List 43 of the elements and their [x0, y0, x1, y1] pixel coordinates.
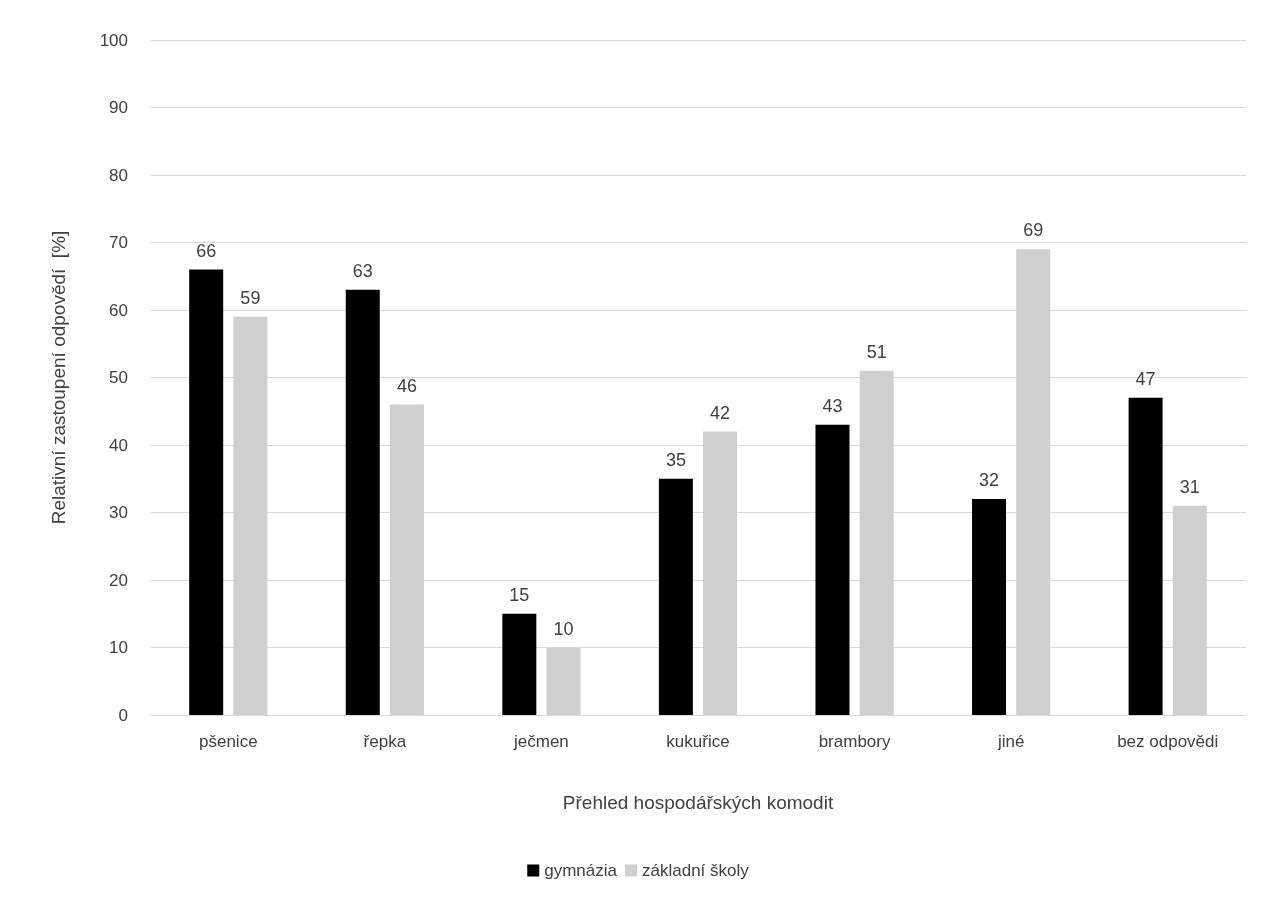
y-axis-title: Relativní zastoupení odpovědí [%]	[48, 230, 69, 525]
bar	[189, 269, 224, 715]
y-tick-label: 40	[109, 435, 128, 455]
data-label: 32	[979, 470, 1000, 490]
y-tick-label: 60	[109, 300, 128, 320]
y-tick-label: 70	[109, 233, 128, 252]
data-label: 69	[1023, 220, 1044, 241]
data-label: 47	[1135, 368, 1156, 389]
x-tick-label: řepka	[363, 732, 407, 751]
data-label: 66	[196, 240, 217, 261]
data-label: 46	[396, 375, 417, 396]
data-label: 15	[509, 584, 530, 605]
x-tick-label: kukuřice	[666, 732, 730, 751]
x-tick-label: brambory	[818, 732, 891, 751]
data-label: 51	[866, 341, 887, 362]
x-tick-label: ječmen	[513, 732, 569, 751]
x-tick-label: pšenice	[198, 732, 258, 751]
bar	[815, 424, 850, 715]
y-tick-label: 50	[109, 368, 128, 387]
legend-label: základní školy	[641, 861, 750, 880]
bar	[1128, 397, 1163, 715]
data-label: 31	[1179, 476, 1200, 497]
data-label: 35	[665, 449, 686, 470]
data-label: 59	[240, 287, 261, 308]
x-tick-label: bez odpovědi	[1117, 732, 1219, 751]
data-label: 42	[710, 402, 731, 423]
data-label: 10	[553, 618, 574, 639]
bar	[972, 499, 1007, 715]
y-tick-label: 20	[109, 570, 128, 590]
y-tick-label: 90	[109, 98, 128, 117]
x-axis-title: Přehled hospodářských komodit	[562, 792, 834, 813]
y-tick-label: 100	[99, 30, 128, 50]
bar	[502, 613, 537, 715]
y-tick-label: 80	[109, 165, 128, 185]
y-tick-label: 10	[109, 638, 128, 657]
bar	[658, 478, 693, 715]
data-label: 63	[352, 260, 373, 281]
legend-label: gymnázia	[544, 861, 618, 880]
x-tick-label: jiné	[996, 732, 1025, 751]
bar	[345, 289, 380, 715]
y-tick-label: 0	[118, 705, 128, 725]
y-tick-label: 30	[109, 503, 128, 522]
data-label: 43	[822, 395, 843, 416]
